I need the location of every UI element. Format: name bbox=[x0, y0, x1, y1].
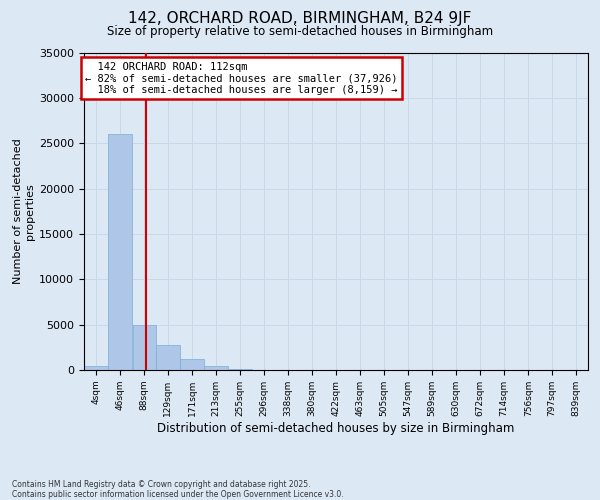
Text: Contains HM Land Registry data © Crown copyright and database right 2025.
Contai: Contains HM Land Registry data © Crown c… bbox=[12, 480, 344, 499]
Text: 142 ORCHARD ROAD: 112sqm
← 82% of semi-detached houses are smaller (37,926)
  18: 142 ORCHARD ROAD: 112sqm ← 82% of semi-d… bbox=[85, 62, 398, 95]
Bar bbox=[133, 324, 156, 370]
Text: 142, ORCHARD ROAD, BIRMINGHAM, B24 9JF: 142, ORCHARD ROAD, BIRMINGHAM, B24 9JF bbox=[128, 12, 472, 26]
Bar bbox=[181, 359, 204, 370]
X-axis label: Distribution of semi-detached houses by size in Birmingham: Distribution of semi-detached houses by … bbox=[157, 422, 515, 434]
Bar bbox=[205, 366, 228, 370]
Y-axis label: Number of semi-detached
properties: Number of semi-detached properties bbox=[13, 138, 35, 284]
Bar bbox=[85, 366, 108, 370]
Text: Size of property relative to semi-detached houses in Birmingham: Size of property relative to semi-detach… bbox=[107, 25, 493, 38]
Bar bbox=[109, 134, 132, 370]
Bar bbox=[156, 344, 179, 370]
